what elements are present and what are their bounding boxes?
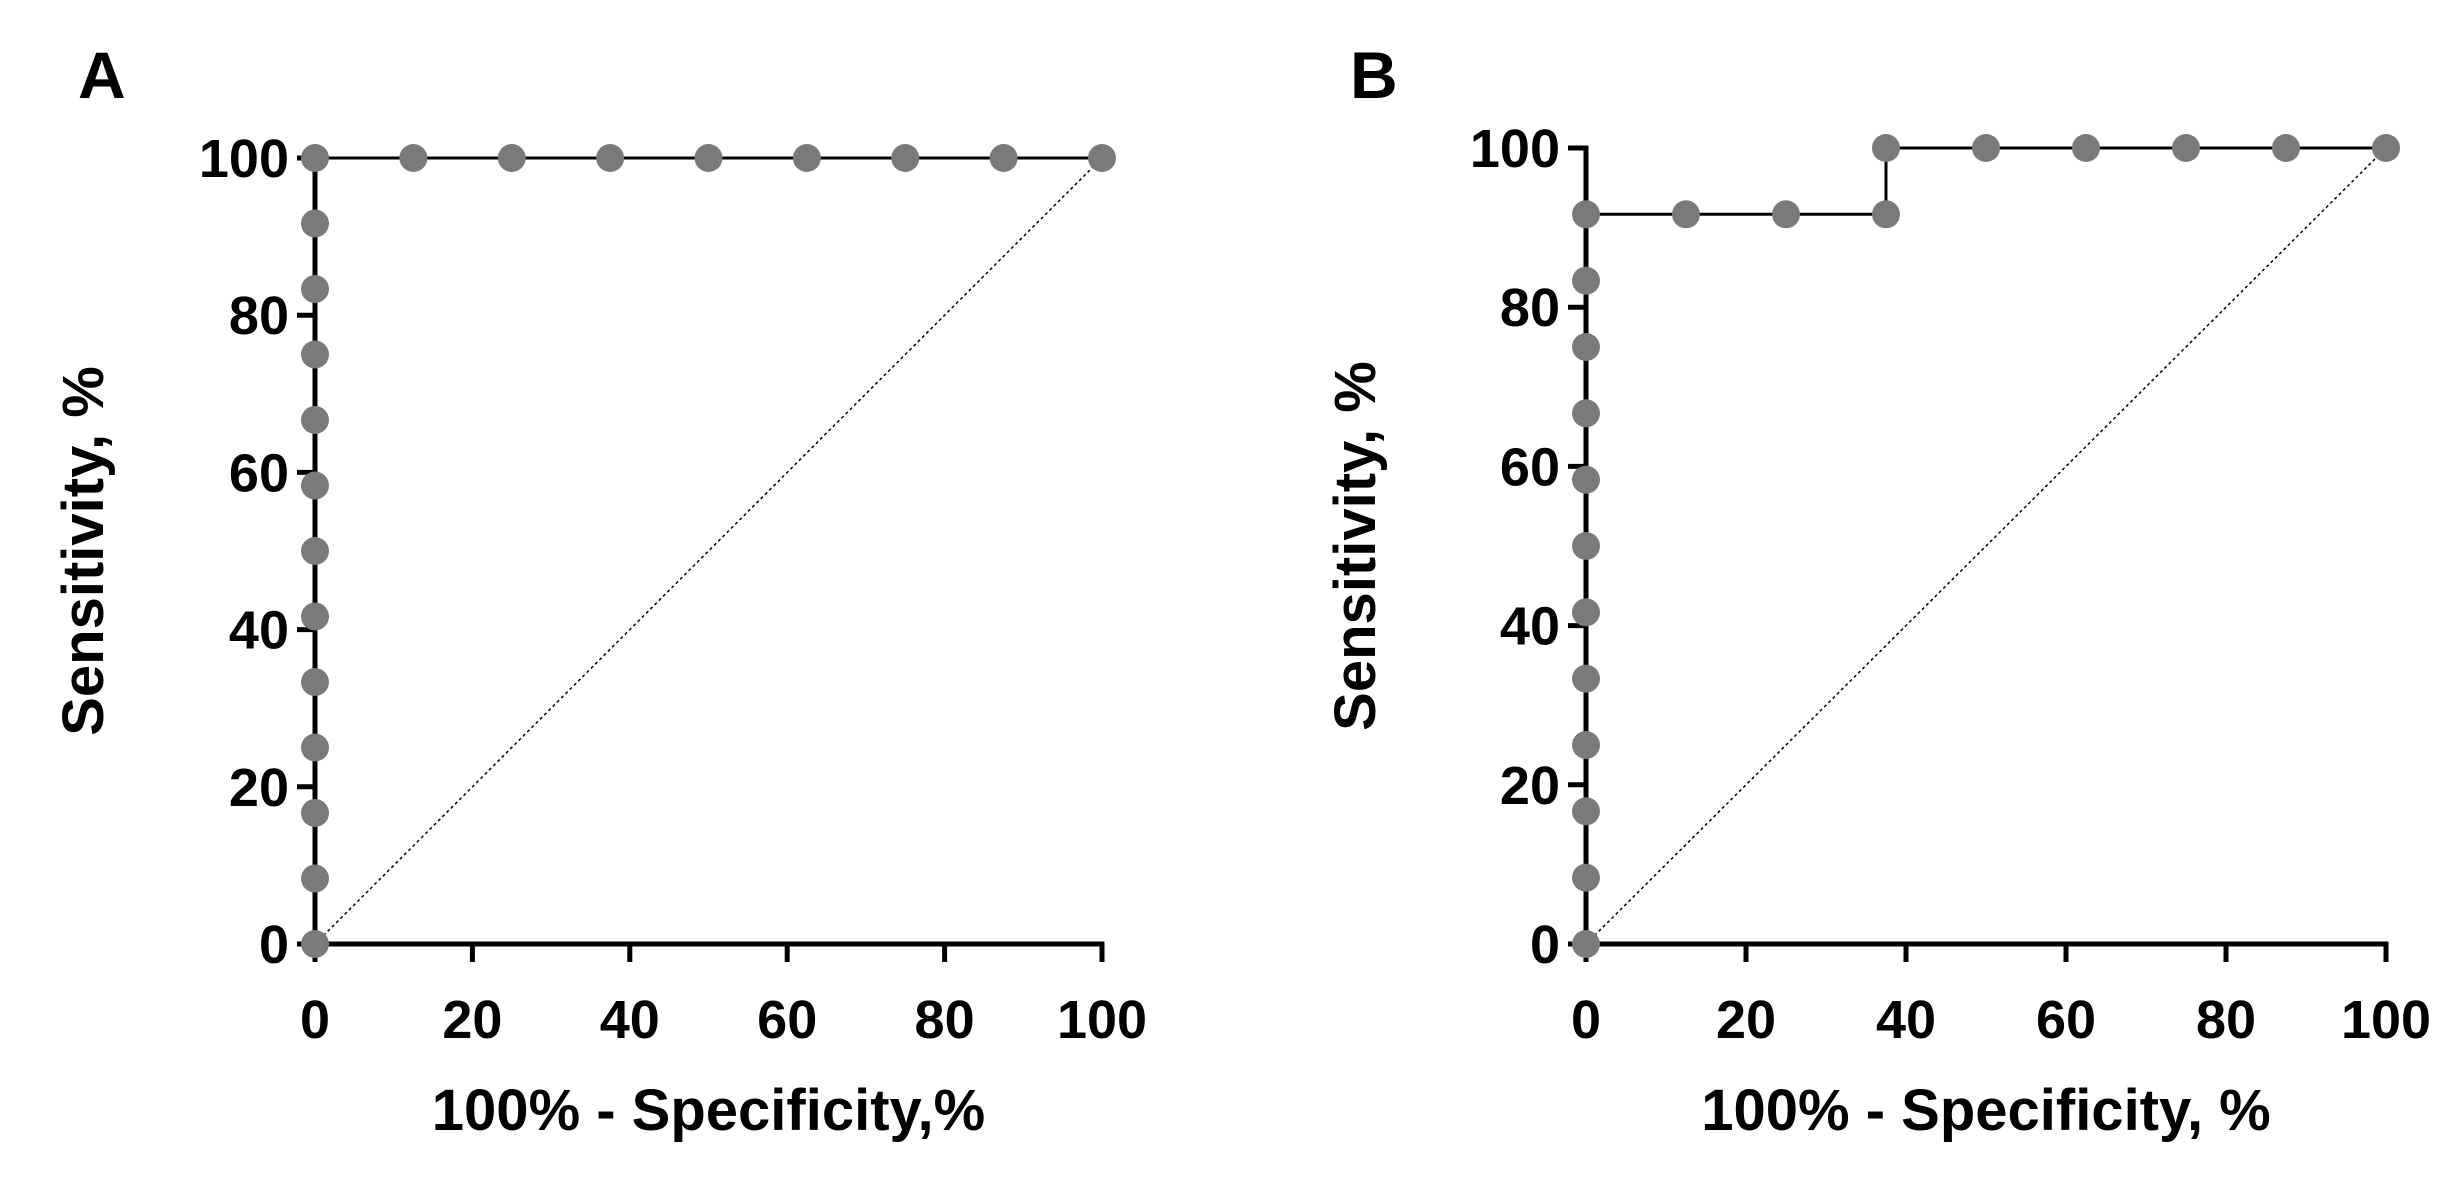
chart-1-group: A 0 20 40 60 80 100 0 20 40 60 80 100 100% - Specific…: [51, 38, 1147, 1143]
chart-2-data-point: [1772, 200, 1800, 229]
chart-1-y-tick-label: 0: [259, 915, 289, 975]
chart-2-data-point: [1672, 200, 1700, 229]
chart-2-data-point: [1572, 863, 1600, 892]
chart-1-x-tick-label: 20: [442, 990, 502, 1050]
chart-1-data-point: [399, 144, 428, 172]
chart-1-data-point: [301, 602, 329, 631]
chart-1-data-point: [301, 340, 329, 369]
chart-2-y-axis-label: Sensitivity, %: [1323, 361, 1388, 731]
chart-2-data-point: [2372, 134, 2400, 162]
chart-2-diagonal-reference: [1585, 147, 2387, 945]
chart-1-data-point: [301, 668, 329, 697]
chart-1-data-point: [989, 144, 1018, 172]
chart-1-data-point: [301, 537, 329, 565]
chart-2-data-point: [2272, 134, 2300, 162]
chart-2-data-point: [1572, 465, 1600, 494]
chart-1-x-tick-label: 0: [300, 990, 330, 1050]
chart-1-data-point: [497, 144, 526, 172]
chart-2-data-point: [1572, 266, 1600, 295]
chart-2-data-point: [1572, 797, 1600, 826]
chart-1-panel-label: A: [78, 38, 126, 112]
chart-1-data-point: [301, 209, 329, 238]
chart-1-data-point: [301, 864, 329, 893]
chart-1-y-tick-label: 40: [229, 601, 289, 661]
chart-1-data-point: [792, 144, 821, 172]
chart-1-data-point: [301, 471, 329, 500]
chart-2-data-point: [2172, 134, 2200, 162]
chart-1-x-tick-label: 40: [600, 990, 660, 1050]
chart-1-y-tick-label: 100: [199, 129, 289, 189]
chart-1-data-point: [1088, 144, 1116, 172]
chart-2-data-point: [1572, 664, 1600, 693]
chart-1-data-point: [301, 930, 329, 958]
chart-2-x-axis-label: 100% - Specificity, %: [1701, 1078, 2271, 1143]
chart-2-y-tick-label: 100: [1470, 119, 1560, 179]
chart-2-data-point: [1872, 134, 1900, 162]
chart-2-y-tick-label: 0: [1530, 915, 1560, 975]
chart-1-y-tick-label: 20: [229, 758, 289, 818]
chart-1-x-tick-label: 60: [757, 990, 817, 1050]
chart-1-data-point: [301, 275, 329, 304]
chart-2-data-point: [1572, 598, 1600, 627]
chart-2-data-point: [2072, 134, 2100, 162]
chart-2-data-point: [1972, 134, 2000, 162]
chart-2-y-tick-label: 60: [1500, 437, 1560, 497]
chart-1-data-point: [301, 798, 329, 827]
chart-1-data-point: [301, 733, 329, 762]
chart-1-data-point: [694, 144, 723, 172]
chart-1-diagonal-reference: [314, 157, 1103, 945]
chart-2-x-tick-label: 0: [1571, 990, 1601, 1050]
chart-1-data-point: [596, 144, 625, 172]
chart-2-data-point: [1572, 333, 1600, 361]
chart-2-data-point: [1872, 200, 1900, 229]
chart-2-y-tick-label: 40: [1500, 597, 1560, 657]
chart-2-data-point: [1572, 930, 1600, 958]
chart-2-x-tick-label: 100: [2341, 990, 2431, 1050]
chart-2-group: B 0 20 40 60 80 100 0 20 40 60 80 100 100% - Specific…: [1323, 38, 2431, 1143]
chart-1-x-tick-label: 80: [915, 990, 975, 1050]
chart-2-data-point: [1572, 532, 1600, 560]
chart-2-y-tick-label: 80: [1500, 278, 1560, 338]
chart-1-y-axis-label: Sensitivity, %: [51, 366, 116, 736]
chart-1-y-tick-label: 60: [229, 443, 289, 503]
chart-2-x-tick-label: 80: [2196, 990, 2256, 1050]
chart-1-y-tick-label: 80: [229, 286, 289, 346]
chart-1-data-point: [301, 144, 329, 172]
chart-2-panel-label: B: [1350, 38, 1398, 112]
chart-1-x-tick-label: 100: [1057, 990, 1147, 1050]
chart-2-data-point: [1572, 399, 1600, 428]
chart-1-x-axis-label: 100% - Specificity,%: [432, 1078, 985, 1143]
chart-2-y-tick-label: 20: [1500, 756, 1560, 816]
chart-2-data-point: [1572, 731, 1600, 759]
chart-2-x-tick-label: 20: [1716, 990, 1776, 1050]
chart-1-data-point: [301, 405, 329, 434]
chart-2-x-tick-label: 60: [2036, 990, 2096, 1050]
chart-2-x-tick-label: 40: [1876, 990, 1936, 1050]
chart-2-data-point: [1572, 200, 1600, 229]
chart-1-data-point: [891, 144, 920, 172]
